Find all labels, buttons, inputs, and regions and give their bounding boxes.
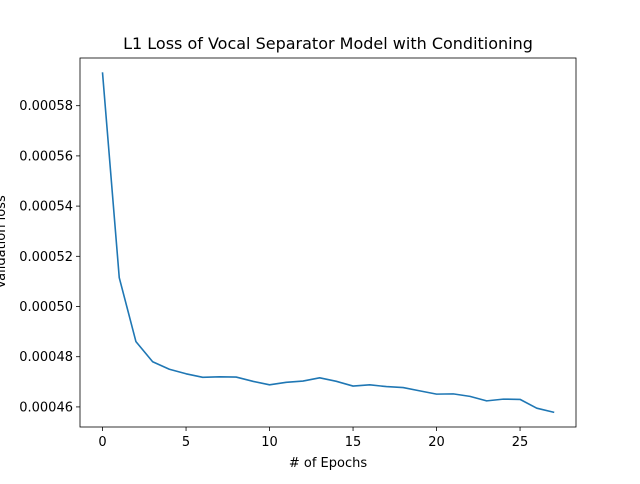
data-point: [185, 373, 187, 375]
data-point: [352, 385, 354, 387]
data-point: [402, 387, 404, 389]
x-tick-label: 0: [98, 435, 106, 450]
data-point: [503, 398, 505, 400]
data-point: [235, 376, 237, 378]
y-axis-label: Validation loss: [0, 195, 9, 289]
data-point: [202, 377, 204, 379]
y-tick-label: 0.00056: [19, 149, 73, 164]
data-point: [336, 381, 338, 383]
data-point: [152, 361, 154, 363]
data-point: [319, 377, 321, 379]
y-tick-label: 0.00054: [19, 200, 73, 215]
axes: 0 5 10 15 20 25 0.00046 0.00048 0.00050 0.00052 0.…: [19, 57, 577, 450]
data-point: [486, 400, 488, 402]
data-point: [302, 380, 304, 382]
y-tick-label: 0.00046: [19, 400, 73, 415]
data-point: [135, 341, 137, 343]
data-point: [452, 393, 454, 395]
x-tick-label: 15: [345, 435, 362, 450]
x-tick-label: 5: [182, 435, 190, 450]
data-point: [386, 386, 388, 388]
data-point: [269, 384, 271, 386]
x-axis-label: # of Epochs: [289, 456, 367, 471]
series-line-0: [101, 72, 555, 414]
y-tick-label: 0.00052: [19, 250, 73, 265]
x-tick-label: 10: [261, 435, 278, 450]
data-point: [285, 382, 287, 384]
data-point: [369, 384, 371, 386]
axes-frame: [79, 57, 577, 428]
chart-title: L1 Loss of Vocal Separator Model with Co…: [123, 34, 533, 53]
data-point: [519, 399, 521, 401]
data-point: [169, 368, 171, 370]
plot-area: [101, 72, 555, 414]
data-point: [252, 381, 254, 383]
y-tick-label: 0.00050: [19, 300, 73, 315]
y-tick-label: 0.00048: [19, 350, 73, 365]
data-point: [469, 396, 471, 398]
data-point: [536, 407, 538, 409]
data-point: [553, 411, 555, 413]
data-point: [102, 72, 104, 74]
x-tick-label: 25: [512, 435, 529, 450]
y-tick-label: 0.00058: [19, 99, 73, 114]
x-tick-label: 20: [428, 435, 445, 450]
data-point: [118, 277, 120, 279]
data-point: [419, 390, 421, 392]
data-point: [436, 393, 438, 395]
data-point: [219, 376, 221, 378]
